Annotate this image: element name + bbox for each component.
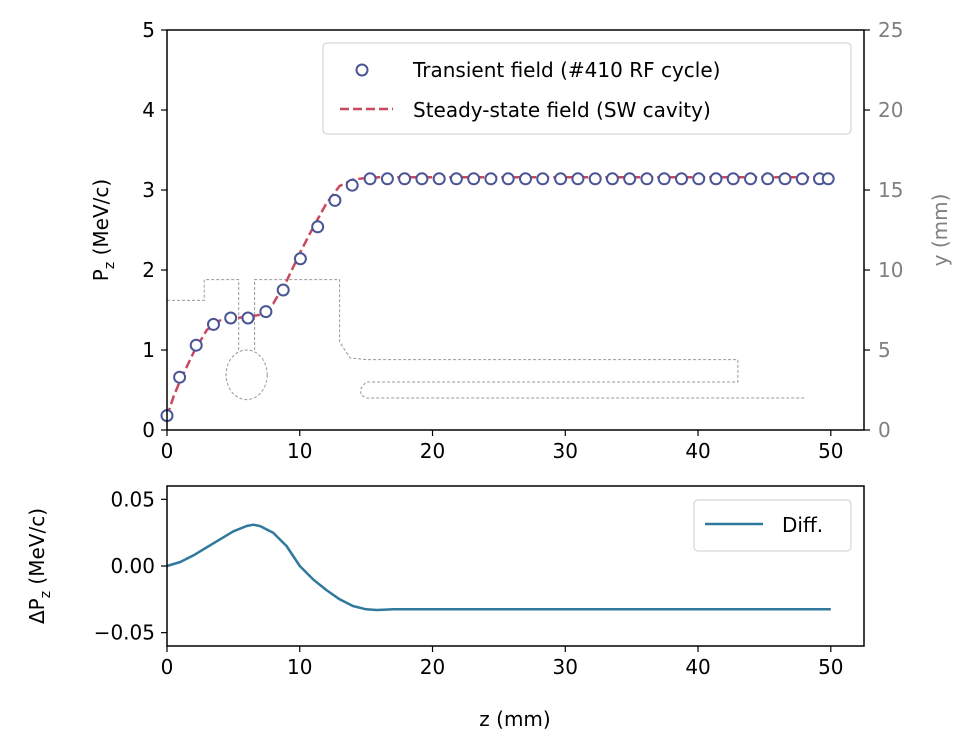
data-point-transient — [605, 172, 619, 186]
bottom-x-tick-label: 40 — [685, 655, 710, 679]
bottom-y-tick-label: 0.00 — [110, 554, 155, 578]
bottom-lines — [166, 523, 831, 612]
data-point-transient — [761, 172, 775, 186]
data-point-transient — [484, 172, 498, 186]
top-y-axis-label: Pz (MeV/c) — [89, 179, 118, 281]
legend-label-transient: Transient field (#410 RF cycle) — [412, 58, 720, 82]
top-x-tick-label: 40 — [685, 439, 710, 463]
data-point-transient — [241, 311, 255, 325]
top-x-tick-label: 50 — [818, 439, 843, 463]
data-point-transient — [207, 317, 220, 331]
data-point-transient — [276, 283, 290, 297]
top-y2-axis-label: y (mm) — [928, 194, 952, 267]
bottom-y-axis-label: ΔPz (MeV/c) — [25, 508, 54, 624]
top-y-tick-label: 4 — [142, 98, 155, 122]
top-panel: 0 10 20 30 40 50 0 1 2 3 4 5 0 5 10 15 20 25 Pz (MeV/c)… — [89, 18, 952, 463]
top-x-tick-label: 0 — [161, 439, 174, 463]
data-point-transient — [293, 252, 307, 266]
bottom-legend: Diff. — [693, 499, 852, 552]
bottom-y-ticks: 0.05 0.00 −0.05 — [94, 487, 167, 645]
series-line-diff — [166, 523, 831, 612]
bottom-x-tick-label: 30 — [553, 655, 578, 679]
top-y-tick-label: 5 — [142, 18, 155, 42]
geometry-iris-ellipse — [225, 349, 268, 401]
data-point-transient — [328, 193, 342, 207]
data-point-transient — [398, 172, 412, 186]
data-point-transient — [449, 172, 463, 186]
top-y2-tick-label: 5 — [878, 338, 891, 362]
top-y-tick-label: 0 — [142, 418, 155, 442]
top-x-tick-label: 30 — [553, 439, 578, 463]
data-point-transient — [345, 178, 359, 192]
data-point-transient — [821, 172, 835, 186]
top-y-tick-label: 2 — [142, 258, 155, 282]
top-y2-tick-label: 0 — [878, 418, 891, 442]
data-point-transient — [571, 172, 585, 186]
top-legend: Transient field (#410 RF cycle) Steady-s… — [322, 42, 852, 135]
bottom-x-axis-label: z (mm) — [479, 707, 550, 731]
data-point-transient — [519, 172, 532, 186]
data-point-transient — [536, 172, 550, 186]
data-point-transient — [380, 172, 394, 186]
data-point-transient — [640, 172, 654, 186]
top-y2-ticks: 0 5 10 15 20 25 — [864, 18, 903, 442]
top-y-ticks: 0 1 2 3 4 5 — [142, 18, 167, 442]
top-y2-tick-label: 10 — [878, 258, 903, 282]
bottom-panel: 0 10 20 30 40 50 0.05 0.00 −0.05 z (mm) ΔPz (Me… — [25, 485, 865, 731]
top-y2-tick-label: 20 — [878, 98, 903, 122]
data-point-transient — [588, 172, 602, 186]
bottom-legend-box — [693, 499, 852, 552]
top-markers — [160, 172, 835, 423]
data-point-transient — [259, 305, 273, 319]
data-point-transient — [675, 172, 688, 186]
data-point-transient — [657, 172, 671, 186]
data-point-transient — [795, 172, 809, 186]
geometry-path-1 — [254, 279, 805, 399]
bottom-x-ticks: 0 10 20 30 40 50 — [161, 646, 844, 679]
data-point-transient — [415, 172, 429, 186]
top-x-tick-label: 20 — [420, 439, 445, 463]
bottom-y-tick-label: −0.05 — [94, 621, 155, 645]
data-point-transient — [726, 172, 740, 186]
data-point-transient — [467, 172, 481, 186]
cavity-geometry-outline — [167, 279, 805, 401]
data-point-transient — [432, 172, 446, 186]
bottom-x-tick-label: 0 — [161, 655, 174, 679]
data-point-transient — [709, 172, 723, 186]
bottom-x-tick-label: 50 — [818, 655, 843, 679]
bottom-x-tick-label: 20 — [420, 655, 445, 679]
top-x-tick-label: 10 — [287, 439, 312, 463]
top-y-tick-label: 3 — [142, 178, 155, 202]
bottom-x-tick-label: 10 — [287, 655, 312, 679]
data-point-transient — [501, 172, 515, 186]
top-y2-tick-label: 25 — [878, 18, 903, 42]
data-point-transient — [224, 311, 238, 325]
top-plot-frame — [166, 29, 865, 431]
top-x-ticks: 0 10 20 30 40 50 — [161, 430, 844, 463]
data-point-transient — [744, 172, 757, 186]
data-point-transient — [363, 172, 377, 186]
data-point-transient — [692, 172, 706, 186]
data-point-transient — [778, 172, 792, 186]
data-point-transient — [554, 172, 568, 186]
data-point-transient — [311, 220, 325, 234]
bottom-y-tick-label: 0.05 — [110, 487, 155, 511]
legend-label-diff: Diff. — [782, 513, 823, 537]
data-point-transient — [173, 370, 187, 384]
data-point-transient — [189, 338, 203, 352]
top-y2-tick-label: 15 — [878, 178, 903, 202]
top-legend-box — [322, 42, 852, 135]
top-y-tick-label: 1 — [142, 338, 155, 362]
data-point-transient — [623, 172, 637, 186]
legend-marker-transient — [355, 63, 369, 77]
legend-label-steady: Steady-state field (SW cavity) — [413, 98, 711, 122]
geometry-path-0 — [167, 279, 240, 350]
